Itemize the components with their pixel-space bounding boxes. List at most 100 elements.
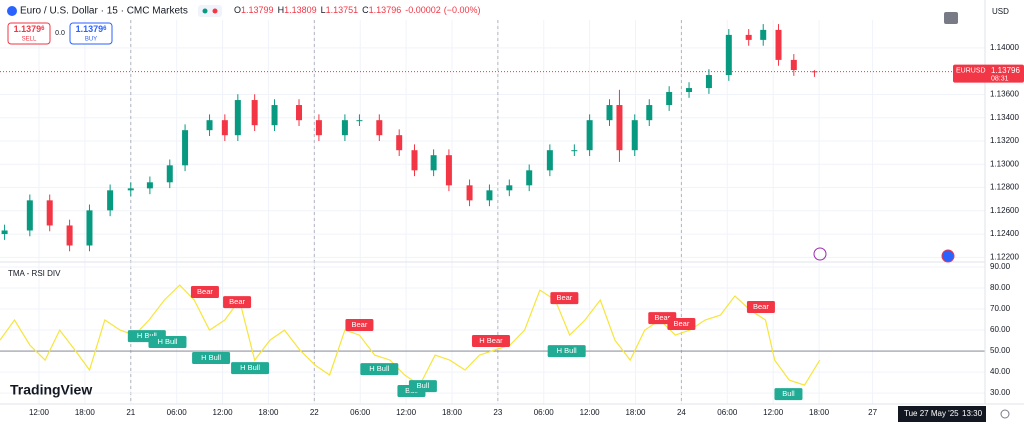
signal-label-box xyxy=(471,334,510,347)
settings-button[interactable] xyxy=(1000,409,1010,419)
symbol-title: Euro / U.S. Dollar · 15 · CMC Markets xyxy=(20,6,188,17)
y-tick-label: 1.13400 xyxy=(990,113,1019,122)
last-price-countdown: 08:31 xyxy=(991,76,1009,83)
footer-date: Tue 27 May '25 xyxy=(904,409,959,418)
signal-label: H Bull xyxy=(137,331,157,340)
y-tick-label: 90.00 xyxy=(990,262,1011,271)
sell-label[interactable]: SELL xyxy=(22,37,37,43)
candle-body xyxy=(46,200,53,226)
candle-body xyxy=(1,230,8,235)
x-tick-label: 12:00 xyxy=(580,408,601,417)
logo: TradingView xyxy=(10,382,92,398)
candle-body xyxy=(725,34,732,76)
candle-body xyxy=(811,71,818,73)
buy-label[interactable]: BUY xyxy=(85,37,97,43)
ohlc-value: 1.13809 xyxy=(284,5,317,15)
candle-body xyxy=(646,105,653,121)
symbol-icon xyxy=(7,6,17,16)
status-pill xyxy=(198,5,222,17)
signal-label: Bear xyxy=(654,313,670,322)
candle-body xyxy=(26,200,33,231)
sell-price-main[interactable]: 1.1379 xyxy=(14,24,42,34)
buy-price-main[interactable]: 1.1379 xyxy=(76,24,104,34)
y-tick-label: 60.00 xyxy=(990,325,1011,334)
x-tick-label: 06:00 xyxy=(167,408,188,417)
candle-body xyxy=(790,59,797,71)
signal-label-box xyxy=(408,380,437,393)
candle-body xyxy=(356,120,363,122)
signal-label-box xyxy=(667,317,696,330)
candle-body xyxy=(745,34,752,40)
candle-body xyxy=(775,29,782,60)
x-tick-label: 12:00 xyxy=(763,408,784,417)
candle-body xyxy=(251,100,258,126)
x-tick-label: 24 xyxy=(677,408,686,417)
x-tick-label: 18:00 xyxy=(258,408,279,417)
signal-label-box xyxy=(192,351,231,364)
ohlc-value: 1.13751 xyxy=(326,5,359,15)
y-tick-label: 1.12800 xyxy=(990,183,1019,192)
signal-label: Bear xyxy=(229,297,245,306)
candle-body xyxy=(506,185,513,191)
candle-body xyxy=(341,120,348,136)
signal-label: Bull xyxy=(417,381,430,390)
signal-label: H Bull xyxy=(557,346,577,355)
signal-label: H Bull xyxy=(201,353,221,362)
buy-button[interactable] xyxy=(69,22,113,45)
last-price-value: 1.13796 xyxy=(991,66,1020,75)
candle-body xyxy=(586,120,593,151)
change: -0.00002 xyxy=(405,5,441,15)
candle-body xyxy=(616,105,623,151)
candle-body xyxy=(206,120,213,131)
change-pct: (−0.00%) xyxy=(444,5,481,15)
candle-body xyxy=(546,150,553,171)
ohlc-values: O1.13799 H1.13809 L1.13751 C1.13796 -0.00002… xyxy=(234,5,481,15)
signal-label: Bear xyxy=(753,302,769,311)
alert-icon[interactable] xyxy=(813,247,827,261)
candle-body xyxy=(66,225,73,246)
sell-price-pip[interactable]: 6 xyxy=(41,26,45,32)
data-status xyxy=(212,8,218,14)
signal-label-box xyxy=(550,292,579,305)
x-tick-label: 21 xyxy=(126,408,135,417)
candle-body xyxy=(411,150,418,171)
currency[interactable]: USD xyxy=(992,7,1009,16)
y-tick-label: 40.00 xyxy=(990,367,1011,376)
candle-body xyxy=(526,170,533,186)
signal-label: H Bull xyxy=(157,337,177,346)
candle-body xyxy=(127,188,134,191)
candle-body xyxy=(571,150,578,152)
camera-button[interactable] xyxy=(944,12,958,24)
signal-label-box xyxy=(345,319,374,332)
y-tick-label: 1.13200 xyxy=(990,136,1019,145)
x-tick-label: 12:00 xyxy=(213,408,234,417)
y-tick-label: 80.00 xyxy=(990,283,1011,292)
x-tick-label: 23 xyxy=(493,408,502,417)
x-tick-label: 18:00 xyxy=(625,408,646,417)
buy-price[interactable]: 1.13796 xyxy=(76,24,108,34)
candle-body xyxy=(606,105,613,121)
y-tick-label: 1.13600 xyxy=(990,90,1019,99)
signal-label-box xyxy=(360,363,399,376)
y-tick-label: 1.14000 xyxy=(990,43,1019,52)
signal-label-box xyxy=(547,345,586,358)
candle-body xyxy=(760,29,767,40)
y-tick-label: 50.00 xyxy=(990,346,1011,355)
indicator-title: TMA - RSI DIV xyxy=(8,269,61,278)
y-tick-label: 70.00 xyxy=(990,304,1011,313)
footer-time: 13:30 xyxy=(962,409,983,418)
x-tick-label: 06:00 xyxy=(717,408,738,417)
y-tick-label: 1.12600 xyxy=(990,206,1019,215)
ohlc-value: 1.13796 xyxy=(369,5,402,15)
sell-button[interactable] xyxy=(7,22,51,45)
last-price-symbol: EURUSD xyxy=(956,68,986,75)
event-icon[interactable] xyxy=(941,249,955,263)
candle-body xyxy=(631,120,638,151)
ohlc-label: H xyxy=(278,5,285,15)
x-tick-label: 18:00 xyxy=(809,408,830,417)
buy-price-pip[interactable]: 6 xyxy=(103,26,107,32)
sell-price[interactable]: 1.13796 xyxy=(14,24,46,34)
signal-label: Bear xyxy=(197,287,213,296)
